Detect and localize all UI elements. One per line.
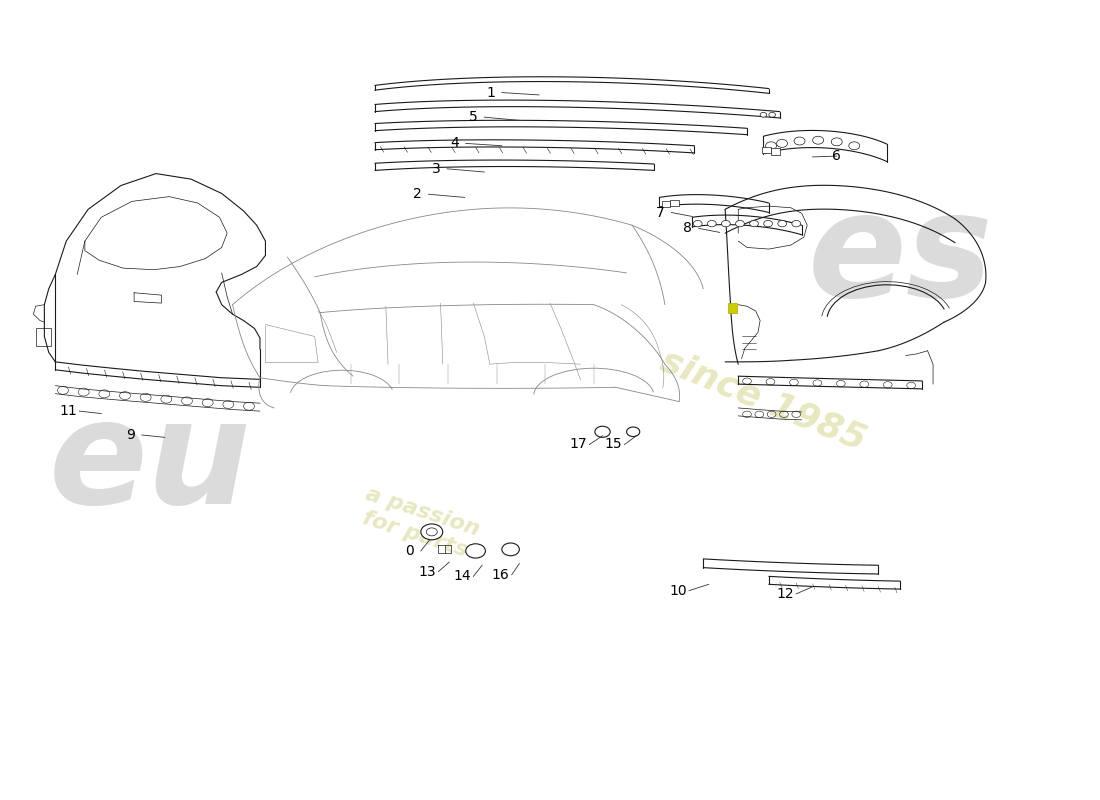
Circle shape bbox=[693, 221, 702, 227]
Text: 16: 16 bbox=[492, 568, 509, 582]
Text: a passion
for parts: a passion for parts bbox=[355, 484, 482, 562]
Circle shape bbox=[763, 221, 772, 227]
Text: since 1985: since 1985 bbox=[656, 343, 871, 457]
Bar bbox=[762, 146, 771, 153]
Text: 13: 13 bbox=[419, 565, 437, 578]
Bar bbox=[35, 329, 51, 346]
Text: 1: 1 bbox=[486, 86, 495, 99]
Text: 0: 0 bbox=[406, 544, 415, 558]
Circle shape bbox=[722, 221, 730, 227]
Bar bbox=[771, 148, 780, 154]
Circle shape bbox=[627, 427, 640, 437]
Circle shape bbox=[760, 113, 767, 117]
Text: 11: 11 bbox=[59, 404, 77, 418]
Circle shape bbox=[595, 426, 610, 438]
Text: 15: 15 bbox=[605, 438, 623, 451]
Circle shape bbox=[832, 138, 843, 146]
Circle shape bbox=[777, 139, 788, 147]
Circle shape bbox=[769, 113, 776, 117]
Text: eu: eu bbox=[50, 393, 252, 534]
Circle shape bbox=[766, 142, 777, 150]
Circle shape bbox=[421, 524, 442, 540]
Circle shape bbox=[427, 528, 438, 536]
Text: 8: 8 bbox=[683, 222, 692, 235]
Text: 14: 14 bbox=[453, 570, 471, 583]
Bar bbox=[661, 201, 670, 207]
Text: 10: 10 bbox=[669, 584, 686, 598]
Circle shape bbox=[502, 543, 519, 556]
Circle shape bbox=[849, 142, 860, 150]
Text: 7: 7 bbox=[657, 206, 664, 219]
Circle shape bbox=[792, 221, 801, 227]
Circle shape bbox=[736, 221, 745, 227]
Text: es: es bbox=[807, 186, 993, 327]
Circle shape bbox=[794, 137, 805, 145]
Text: 5: 5 bbox=[469, 110, 477, 124]
Text: 6: 6 bbox=[833, 149, 842, 163]
Text: 12: 12 bbox=[777, 587, 794, 601]
Circle shape bbox=[778, 221, 786, 227]
Text: 2: 2 bbox=[414, 187, 422, 202]
Bar bbox=[728, 303, 737, 313]
Circle shape bbox=[813, 136, 824, 144]
Circle shape bbox=[750, 221, 758, 227]
Text: 9: 9 bbox=[126, 428, 135, 442]
Bar bbox=[670, 200, 679, 206]
Text: 17: 17 bbox=[570, 438, 587, 451]
Circle shape bbox=[707, 221, 716, 227]
Circle shape bbox=[465, 544, 485, 558]
Text: 4: 4 bbox=[450, 136, 459, 150]
Text: 3: 3 bbox=[432, 162, 441, 176]
